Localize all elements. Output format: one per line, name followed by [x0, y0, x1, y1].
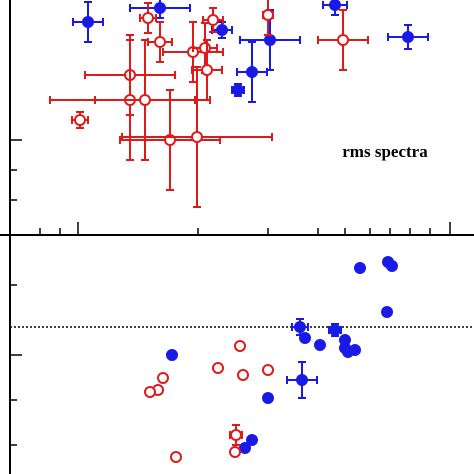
- point: [232, 84, 244, 96]
- point: [230, 429, 242, 441]
- point: [166, 349, 178, 361]
- point: [262, 9, 274, 21]
- annotation: rms spectra: [342, 142, 428, 161]
- point: [234, 340, 246, 352]
- point: [329, 324, 341, 336]
- point: [82, 16, 94, 28]
- point: [74, 114, 86, 126]
- point: [381, 306, 393, 318]
- point: [212, 362, 224, 374]
- point: [246, 66, 258, 78]
- point: [154, 2, 166, 14]
- point: [144, 386, 156, 398]
- point: [139, 94, 151, 106]
- point: [201, 64, 213, 76]
- point: [264, 34, 276, 46]
- point: [262, 364, 274, 376]
- point: [191, 131, 203, 143]
- point: [329, 0, 341, 11]
- point: [157, 372, 169, 384]
- point: [299, 332, 311, 344]
- point: [296, 374, 308, 386]
- point: [246, 434, 258, 446]
- point: [237, 369, 249, 381]
- point: [216, 24, 228, 36]
- point: [199, 42, 211, 54]
- point: [154, 36, 166, 48]
- point: [170, 451, 182, 463]
- point: [354, 262, 366, 274]
- point: [294, 321, 306, 333]
- point: [386, 260, 398, 272]
- point: [262, 392, 274, 404]
- point: [342, 346, 354, 358]
- point: [314, 339, 326, 351]
- point: [207, 14, 219, 26]
- point: [402, 31, 414, 43]
- point: [337, 34, 349, 46]
- tick-marks: [10, 139, 451, 446]
- point: [142, 12, 154, 24]
- point: [239, 442, 251, 454]
- point: [229, 446, 241, 458]
